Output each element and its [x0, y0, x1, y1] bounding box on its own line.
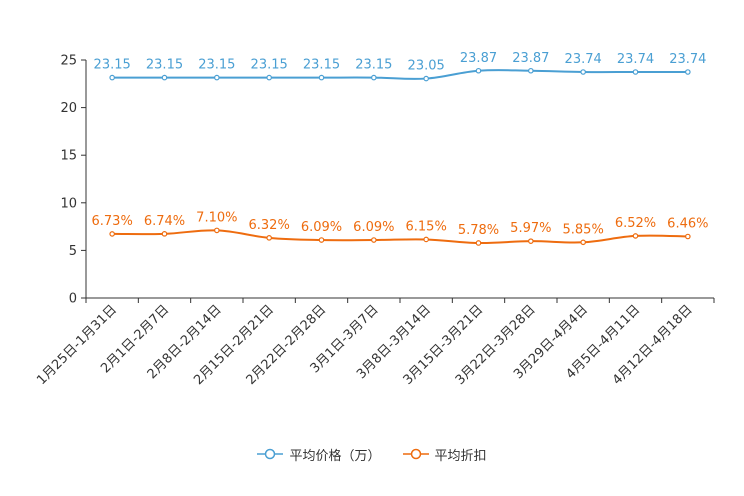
data-label: 6.09%	[301, 220, 342, 235]
data-label: 23.15	[355, 58, 392, 73]
legend-price-marker-icon	[257, 448, 284, 460]
y-tick-label: 10	[60, 196, 77, 211]
data-label: 6.46%	[667, 217, 708, 232]
data-point[interactable]	[371, 237, 377, 243]
series-1: 6.73% 6.74% 7.10% 6.32% 6.09% 6.09% 6.15% 5.78%…	[92, 210, 708, 246]
data-point[interactable]	[214, 227, 220, 234]
data-point[interactable]	[685, 69, 691, 75]
data-point[interactable]	[318, 74, 325, 81]
data-point[interactable]	[109, 74, 115, 81]
data-point[interactable]	[632, 233, 639, 239]
data-point[interactable]	[161, 231, 168, 237]
data-point[interactable]	[423, 236, 429, 243]
data-point[interactable]	[318, 237, 325, 243]
data-label: 6.74%	[144, 214, 185, 229]
data-point[interactable]	[371, 74, 377, 81]
data-point[interactable]	[109, 231, 115, 237]
data-point[interactable]	[475, 67, 482, 74]
data-label: 5.97%	[510, 221, 551, 236]
data-point[interactable]	[528, 238, 534, 244]
data-label: 6.09%	[353, 220, 394, 235]
legend-item-price[interactable]: 平均价格（万）	[257, 445, 381, 464]
data-point[interactable]	[266, 235, 272, 241]
data-label: 5.85%	[563, 222, 604, 237]
data-label: 6.52%	[615, 216, 656, 231]
data-label: 23.15	[303, 58, 340, 73]
data-point[interactable]	[266, 74, 272, 81]
data-label: 23.05	[408, 59, 445, 74]
y-tick-label: 15	[60, 149, 77, 164]
legend-price-label: 平均价格（万）	[289, 448, 381, 464]
legend-item-discount[interactable]: 平均折扣	[402, 445, 487, 464]
y-tick-label: 5	[69, 244, 77, 259]
series-line	[112, 69, 688, 80]
data-point[interactable]	[475, 240, 482, 246]
data-label: 6.15%	[406, 219, 447, 234]
legend-discount-marker-icon	[402, 448, 429, 460]
y-axis: 0 5 10 15 20 25	[60, 54, 87, 307]
x-axis: 1月25日-1月31日2月1日-2月7日2月8日-2月14日2月15日-2月21…	[34, 297, 715, 388]
data-point[interactable]	[632, 69, 639, 75]
data-label: 23.87	[460, 51, 497, 66]
data-label: 23.74	[669, 52, 706, 67]
y-tick-label: 0	[69, 292, 77, 307]
data-label: 23.15	[146, 58, 183, 73]
data-label: 5.78%	[458, 223, 499, 238]
legend-discount-label: 平均折扣	[434, 448, 487, 464]
y-tick-label: 25	[60, 54, 77, 69]
data-point[interactable]	[580, 69, 586, 75]
data-point[interactable]	[528, 67, 534, 74]
y-tick-label: 20	[60, 101, 77, 116]
data-point[interactable]	[214, 74, 220, 81]
data-point[interactable]	[685, 233, 691, 240]
data-label: 6.73%	[92, 214, 133, 229]
data-point[interactable]	[161, 74, 168, 81]
legend: 平均价格（万） 平均折扣	[0, 444, 744, 464]
series-layer: 23.15 23.15 23.15 23.15 23.15 23.15 23.05 23.87…	[92, 51, 708, 246]
data-point[interactable]	[580, 239, 586, 246]
series-0: 23.15 23.15 23.15 23.15 23.15 23.15 23.05 23.87…	[94, 51, 706, 82]
series-line	[112, 229, 688, 244]
data-label: 23.15	[198, 58, 235, 73]
data-label: 23.87	[512, 51, 549, 66]
data-label: 7.10%	[196, 210, 237, 225]
data-label: 23.74	[565, 52, 602, 67]
data-point[interactable]	[423, 75, 429, 82]
data-label: 6.32%	[249, 218, 290, 233]
data-label: 23.74	[617, 52, 654, 67]
data-label: 23.15	[94, 58, 131, 73]
data-label: 23.15	[251, 58, 288, 73]
